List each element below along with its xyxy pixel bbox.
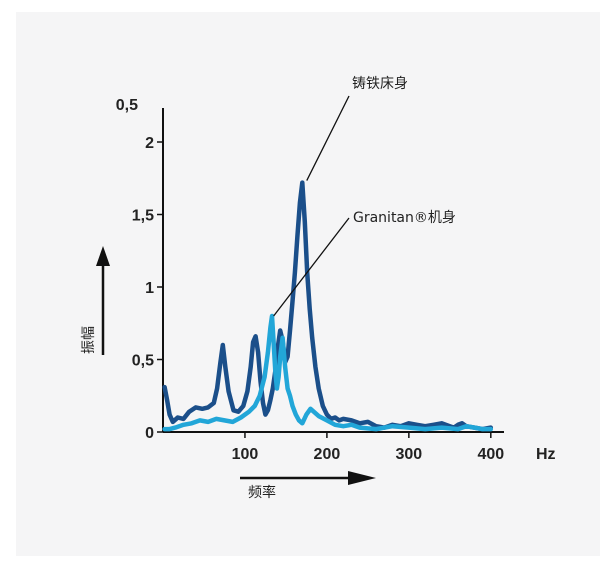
y-tick-label: 0	[145, 425, 154, 442]
x-unit-label: Hz	[536, 446, 556, 463]
annotation-layer: 铸铁床身 Granitan®机身	[273, 76, 456, 317]
x-tick-label: 200	[314, 446, 341, 463]
y-axis-arrowhead	[96, 246, 110, 266]
y-top-unit-label: 0,5	[116, 97, 138, 114]
series-line-granitan	[162, 313, 494, 432]
annotation-leader-0	[306, 95, 350, 181]
annotation-label-1: Granitan®机身	[353, 210, 456, 226]
x-axis-title: 频率	[248, 484, 276, 501]
y-tick-label: 1,5	[132, 208, 154, 225]
annotation-label-0: 铸铁床身	[352, 76, 408, 92]
series-line-cast-iron	[162, 180, 494, 432]
x-tick-label: 300	[396, 446, 423, 463]
x-axis-arrowhead	[348, 471, 376, 485]
x-tick-label: 400	[477, 446, 504, 463]
y-axis-title: 振幅	[81, 326, 97, 354]
x-tick-label: 100	[232, 446, 259, 463]
annotation-leader-1	[273, 217, 350, 317]
y-tick-label: 2	[145, 135, 154, 152]
series-layer	[162, 180, 494, 432]
y-tick-label: 1	[145, 280, 154, 297]
y-tick-label: 0,5	[132, 353, 154, 370]
axes-group: 0 0,5 1 1,5 2 100 200 300 400	[132, 108, 504, 463]
